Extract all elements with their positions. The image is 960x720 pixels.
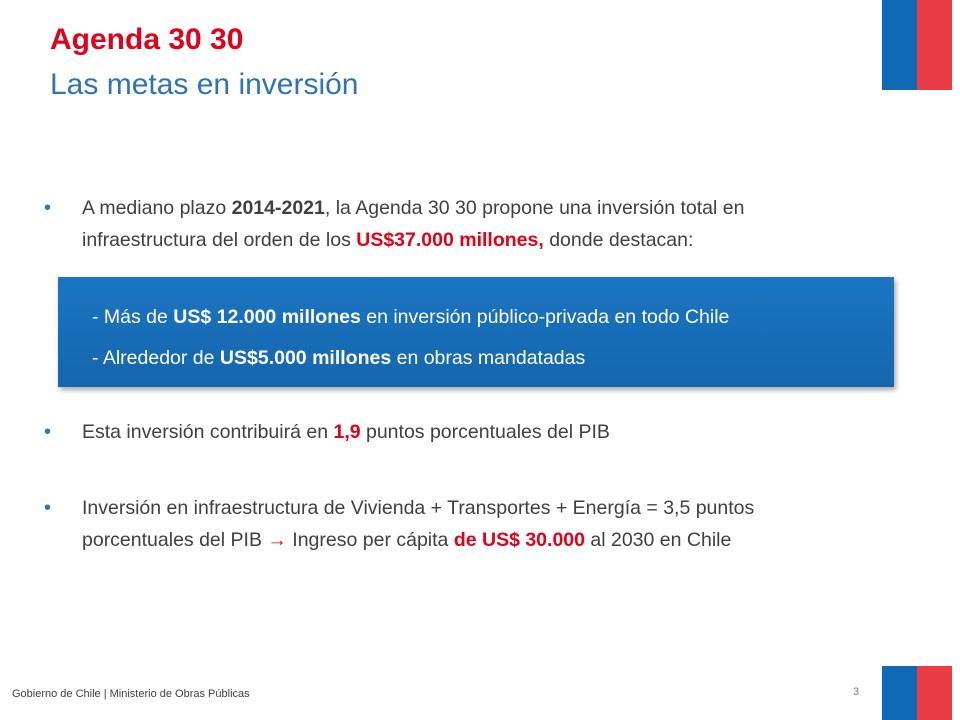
bullet-investment-total: • A mediano plazo 2014-2021, la Agenda 3… — [44, 192, 864, 256]
bullet-text: Esta inversión contribuirá en 1,9 puntos… — [82, 421, 610, 443]
bullet-dot-icon: • — [44, 197, 52, 219]
highlight-callout-box: - Más de US$ 12.000 millones en inversió… — [58, 277, 894, 387]
flag-red-stripe — [917, 0, 952, 90]
flag-logo-top — [882, 0, 952, 90]
bullet-text: Inversión en infraestructura de Vivienda… — [82, 497, 755, 551]
flag-red-stripe — [917, 666, 952, 720]
bullet-pib-contribution: • Esta inversión contribuirá en 1,9 punt… — [44, 416, 864, 448]
callout-line-mandated-works: - Alrededor de US$5.000 millones en obra… — [92, 347, 586, 369]
page-number: 3 — [853, 686, 860, 698]
slide-title: Agenda 30 30 — [50, 23, 244, 56]
bullet-dot-icon: • — [44, 497, 52, 519]
footer-ministry: Gobierno de Chile | Ministerio de Obras … — [12, 688, 250, 700]
bullet-text: A mediano plazo 2014-2021, la Agenda 30 … — [82, 197, 745, 251]
slide-subtitle: Las metas en inversión — [50, 68, 359, 101]
flag-blue-stripe — [882, 0, 917, 90]
flag-blue-stripe — [882, 666, 917, 720]
flag-logo-bottom — [882, 666, 952, 720]
callout-line-public-private: - Más de US$ 12.000 millones en inversió… — [92, 306, 730, 328]
bullet-infrastructure-income: • Inversión en infraestructura de Vivien… — [44, 492, 864, 556]
bullet-dot-icon: • — [44, 421, 52, 443]
arrow-right-icon: → — [267, 529, 287, 551]
